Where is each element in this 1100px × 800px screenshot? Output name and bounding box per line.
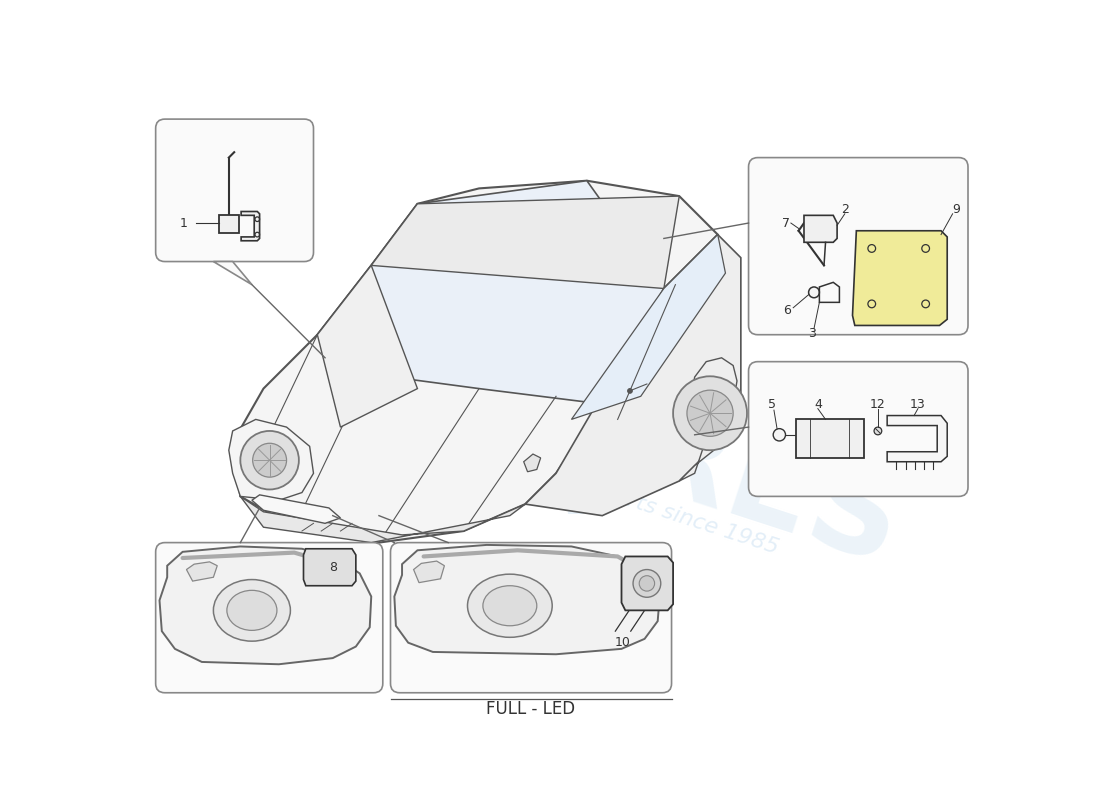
Circle shape bbox=[253, 443, 286, 477]
Ellipse shape bbox=[468, 574, 552, 638]
Text: 10: 10 bbox=[615, 636, 631, 650]
Text: 7: 7 bbox=[781, 217, 790, 230]
Ellipse shape bbox=[483, 586, 537, 626]
Text: TJ: TJ bbox=[394, 246, 688, 516]
Text: 13: 13 bbox=[910, 398, 926, 410]
FancyBboxPatch shape bbox=[390, 542, 671, 693]
Polygon shape bbox=[241, 496, 526, 542]
Circle shape bbox=[634, 570, 661, 598]
Polygon shape bbox=[233, 181, 717, 542]
Polygon shape bbox=[219, 215, 239, 233]
Circle shape bbox=[241, 431, 299, 490]
Circle shape bbox=[773, 429, 785, 441]
Circle shape bbox=[874, 427, 882, 435]
Ellipse shape bbox=[227, 590, 277, 630]
Polygon shape bbox=[852, 230, 947, 326]
Polygon shape bbox=[621, 557, 673, 610]
Circle shape bbox=[686, 390, 734, 436]
Text: 6: 6 bbox=[783, 303, 791, 317]
Polygon shape bbox=[796, 419, 865, 458]
Polygon shape bbox=[526, 234, 741, 516]
Text: a passion for parts since 1985: a passion for parts since 1985 bbox=[454, 435, 781, 558]
Polygon shape bbox=[241, 211, 260, 241]
Text: 5: 5 bbox=[768, 398, 776, 410]
Text: 2: 2 bbox=[840, 203, 849, 217]
Circle shape bbox=[628, 389, 632, 394]
Polygon shape bbox=[186, 562, 218, 581]
Text: 9: 9 bbox=[953, 203, 960, 217]
Polygon shape bbox=[414, 561, 444, 582]
FancyBboxPatch shape bbox=[156, 119, 314, 262]
FancyBboxPatch shape bbox=[749, 362, 968, 496]
Polygon shape bbox=[395, 545, 660, 654]
Polygon shape bbox=[572, 234, 726, 419]
Text: 1: 1 bbox=[180, 217, 188, 230]
Polygon shape bbox=[304, 549, 356, 586]
Polygon shape bbox=[804, 215, 837, 242]
Polygon shape bbox=[160, 546, 372, 664]
Polygon shape bbox=[680, 358, 737, 481]
Polygon shape bbox=[213, 262, 252, 285]
Text: 12: 12 bbox=[870, 398, 886, 410]
Polygon shape bbox=[252, 495, 341, 523]
Polygon shape bbox=[229, 419, 314, 500]
FancyBboxPatch shape bbox=[749, 158, 968, 334]
Polygon shape bbox=[524, 454, 541, 472]
Text: 3: 3 bbox=[807, 326, 815, 340]
FancyBboxPatch shape bbox=[156, 542, 383, 693]
Polygon shape bbox=[318, 181, 664, 404]
Polygon shape bbox=[887, 415, 947, 462]
Text: SPARES: SPARES bbox=[366, 310, 915, 591]
Circle shape bbox=[639, 576, 654, 591]
Text: 8: 8 bbox=[329, 561, 337, 574]
Circle shape bbox=[673, 376, 747, 450]
Text: FULL - LED: FULL - LED bbox=[486, 700, 575, 718]
Polygon shape bbox=[372, 196, 680, 289]
Ellipse shape bbox=[213, 579, 290, 641]
Polygon shape bbox=[318, 266, 418, 427]
Text: 4: 4 bbox=[814, 398, 822, 410]
Circle shape bbox=[808, 287, 820, 298]
